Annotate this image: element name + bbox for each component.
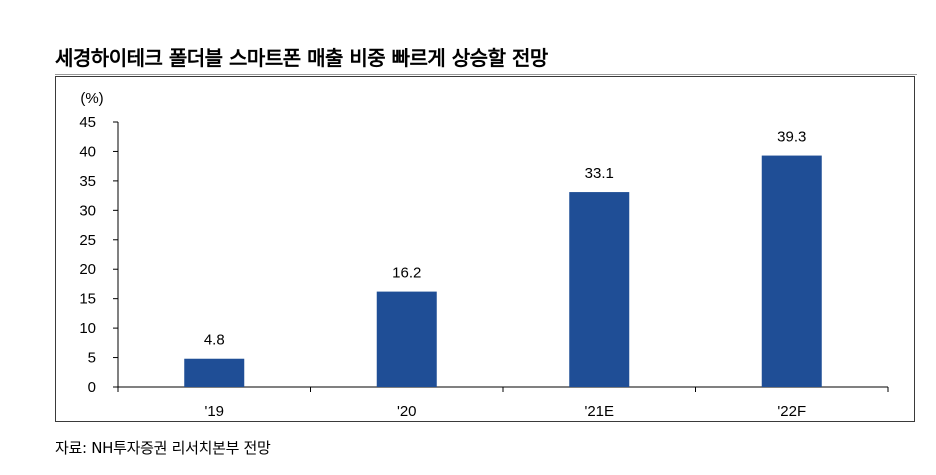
y-tick-label: 15: [79, 291, 96, 308]
source-note: 자료: NH투자증권 리서치본부 전망: [55, 439, 271, 457]
chart-title: 세경하이테크 폴더블 스마트폰 매출 비중 빠르게 상승할 전망: [55, 46, 548, 70]
x-tick-label: '20: [397, 403, 417, 420]
y-tick-label: 40: [79, 143, 96, 160]
bar-value-label: 16.2: [392, 265, 421, 282]
y-tick-label: 30: [79, 202, 96, 219]
y-tick-label: 10: [79, 320, 96, 337]
chart-frame: [55, 76, 915, 422]
bar: [761, 155, 822, 387]
bar: [569, 192, 630, 387]
bar-series: 4.8 16.2 33.1 39.3: [184, 129, 822, 387]
y-tick-label: 25: [79, 232, 96, 249]
x-tick-label: '22F: [777, 403, 806, 420]
bar: [376, 291, 437, 387]
x-tick-label: '21E: [584, 403, 614, 420]
y-tick-label: 35: [79, 173, 96, 190]
bar: [184, 358, 245, 387]
y-tick-label: 20: [79, 261, 96, 278]
y-tick-label: 0: [88, 379, 96, 396]
bar-value-label: 39.3: [777, 129, 806, 146]
y-axis-unit-label: (%): [80, 90, 103, 107]
bar-value-label: 4.8: [204, 332, 225, 349]
x-axis: '19 '20 '21E '22F: [117, 386, 889, 420]
y-tick-label: 45: [79, 114, 96, 131]
y-axis: 0 5 10 15 20 25 30 35 40 45: [79, 114, 119, 396]
x-tick-label: '19: [204, 403, 224, 420]
bar-value-label: 33.1: [585, 165, 614, 182]
title-divider: [55, 74, 917, 75]
y-tick-label: 5: [88, 350, 96, 367]
